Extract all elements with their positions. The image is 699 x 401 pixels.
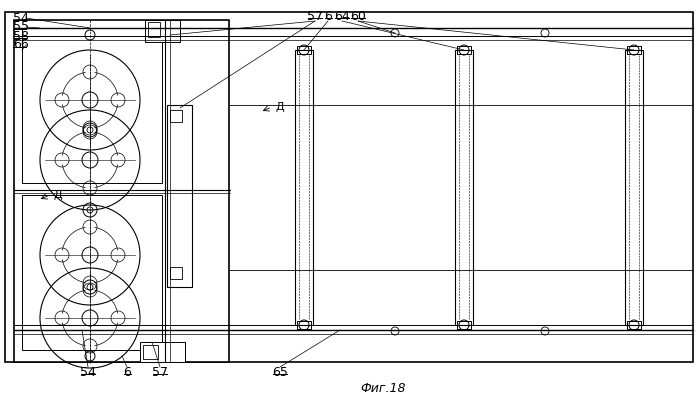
Bar xyxy=(295,50,313,325)
Text: Д: Д xyxy=(54,190,63,200)
Circle shape xyxy=(82,247,98,263)
Bar xyxy=(167,105,192,287)
Text: 66: 66 xyxy=(13,38,29,51)
Bar xyxy=(297,321,311,329)
Text: 65: 65 xyxy=(272,365,288,379)
Bar xyxy=(625,50,643,325)
Text: 64: 64 xyxy=(334,10,350,22)
Circle shape xyxy=(82,152,98,168)
Bar xyxy=(455,50,473,325)
Text: 58: 58 xyxy=(13,30,29,43)
Text: 55: 55 xyxy=(13,20,29,34)
Circle shape xyxy=(82,310,98,326)
Text: 6: 6 xyxy=(123,365,131,379)
Text: 57: 57 xyxy=(307,10,323,22)
Text: 54: 54 xyxy=(80,365,96,379)
Bar xyxy=(22,195,162,350)
Bar xyxy=(457,46,471,54)
Bar xyxy=(22,28,162,183)
Bar xyxy=(143,345,158,359)
Text: 6: 6 xyxy=(324,10,332,22)
Circle shape xyxy=(87,127,93,133)
Bar xyxy=(5,12,693,362)
Bar xyxy=(140,342,185,362)
Bar xyxy=(145,20,180,42)
Bar xyxy=(170,267,182,279)
Text: Фиг.18: Фиг.18 xyxy=(360,381,405,395)
Bar xyxy=(297,46,311,54)
Text: 54: 54 xyxy=(13,12,29,24)
Text: 60: 60 xyxy=(350,10,366,22)
Circle shape xyxy=(82,92,98,108)
Bar xyxy=(14,20,229,362)
Bar xyxy=(170,110,182,122)
Text: Д: Д xyxy=(276,102,284,112)
Bar xyxy=(457,321,471,329)
Bar xyxy=(148,22,160,37)
Bar xyxy=(627,46,641,54)
Bar xyxy=(627,321,641,329)
Text: 57: 57 xyxy=(152,365,168,379)
